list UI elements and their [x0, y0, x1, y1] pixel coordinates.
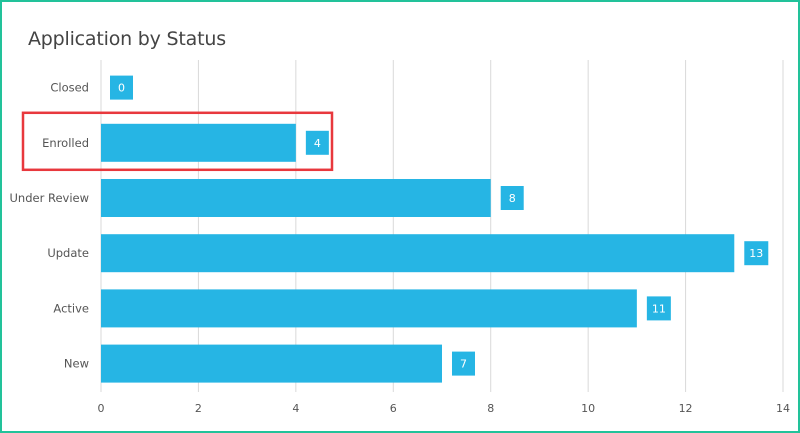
category-label-active: Active	[53, 301, 89, 315]
data-label-box-closed	[110, 75, 133, 100]
gridlines	[100, 60, 784, 392]
data-label-update: 13	[749, 247, 763, 260]
x-tick-label: 8	[487, 402, 494, 415]
data-label-box-under-review	[500, 186, 524, 210]
data-label-new: 7	[460, 358, 467, 371]
bar-enrolled	[101, 123, 296, 162]
x-tick-label: 14	[776, 402, 790, 415]
data-label-enrolled: 4	[314, 137, 321, 150]
category-label-enrolled: Enrolled	[42, 136, 89, 150]
highlight-box	[21, 111, 334, 172]
category-label-closed: Closed	[50, 81, 89, 95]
x-tick-label: 0	[98, 402, 105, 415]
data-label-active: 11	[652, 302, 666, 315]
data-label-box-active	[646, 296, 671, 321]
bar-active	[101, 289, 637, 328]
category-label-update: Update	[47, 246, 89, 260]
x-tick-label: 6	[390, 402, 397, 415]
chart-title: Application by Status	[28, 28, 226, 50]
bars	[101, 123, 735, 383]
category-labels: Closed Enrolled Under Review Update Active Ne…	[10, 81, 90, 371]
x-tick-label: 2	[195, 402, 202, 415]
data-label-box-update	[744, 241, 769, 266]
x-tick-label: 10	[581, 402, 595, 415]
data-label-closed: 0	[118, 82, 125, 95]
data-label-under-review: 8	[509, 192, 516, 205]
bar-update	[101, 234, 735, 273]
x-axis-ticks: 0 2 4 6 8 10 12 14	[98, 402, 791, 415]
data-label-box-new	[452, 351, 475, 376]
category-label-new: New	[64, 357, 89, 371]
data-label-box-enrolled	[305, 130, 329, 155]
bar-under-review	[101, 179, 491, 217]
x-tick-label: 4	[292, 402, 299, 415]
data-labels: 0 4 8 13 11 7	[110, 75, 769, 376]
highlight-layer	[21, 111, 334, 172]
category-label-under-review: Under Review	[10, 191, 90, 205]
bar-new	[101, 344, 442, 383]
x-tick-label: 12	[679, 402, 693, 415]
